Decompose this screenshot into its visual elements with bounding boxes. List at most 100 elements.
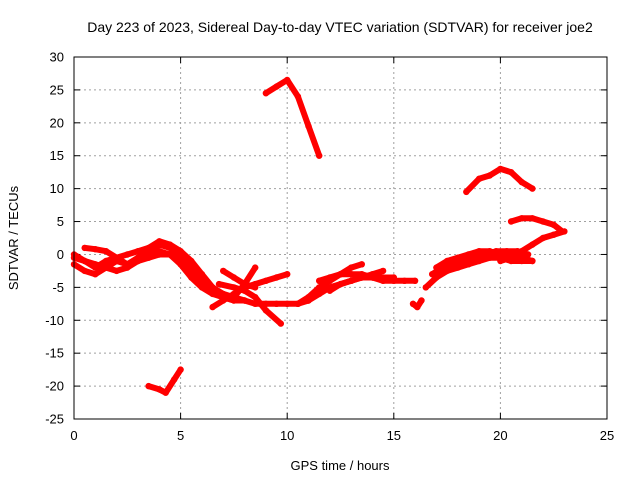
data-point bbox=[230, 274, 238, 281]
axis-ticks: 0 5 10 15 20 25 -25 -20 -15 -10 -5 0 5 10 15 20 25 30 bbox=[45, 50, 614, 444]
data-point bbox=[177, 366, 184, 373]
series-line-arc19 bbox=[262, 77, 323, 159]
data-point bbox=[113, 254, 120, 261]
data-point bbox=[102, 257, 110, 265]
y-tick-label: -15 bbox=[45, 346, 64, 361]
data-point bbox=[166, 251, 174, 258]
data-point bbox=[252, 284, 259, 291]
data-point bbox=[529, 257, 536, 265]
data-point bbox=[209, 287, 216, 294]
data-point bbox=[294, 300, 302, 307]
data-point bbox=[124, 251, 131, 258]
y-tick-label: -5 bbox=[52, 280, 64, 295]
data-point bbox=[145, 244, 152, 252]
data-point bbox=[102, 248, 110, 255]
data-point bbox=[273, 274, 280, 281]
series-line-arc3 bbox=[71, 251, 237, 304]
data-point bbox=[198, 277, 206, 284]
data-point bbox=[294, 93, 302, 100]
y-tick-label: 20 bbox=[50, 115, 64, 130]
data-point bbox=[550, 221, 557, 228]
data-point bbox=[326, 287, 333, 294]
data-point bbox=[177, 257, 184, 265]
data-point bbox=[316, 152, 323, 159]
data-point bbox=[177, 248, 184, 255]
series-points-arc19 bbox=[262, 76, 323, 159]
data-point bbox=[220, 297, 227, 304]
data-point bbox=[273, 83, 280, 90]
x-tick-label: 5 bbox=[177, 428, 184, 443]
data-point bbox=[422, 284, 429, 291]
data-point bbox=[284, 271, 291, 278]
data-point bbox=[518, 215, 525, 222]
data-point bbox=[486, 248, 493, 255]
data-point bbox=[475, 248, 483, 255]
data-point bbox=[429, 271, 436, 278]
data-point bbox=[348, 277, 355, 284]
data-point bbox=[305, 294, 312, 301]
data-point bbox=[518, 248, 525, 255]
data-point bbox=[166, 241, 174, 248]
data-point bbox=[507, 169, 515, 176]
x-tick-label: 10 bbox=[280, 428, 294, 443]
data-point bbox=[529, 185, 536, 192]
data-point bbox=[529, 241, 536, 248]
data-point bbox=[454, 254, 461, 261]
data-point bbox=[156, 386, 163, 393]
data-point bbox=[209, 303, 216, 311]
data-point bbox=[262, 90, 270, 97]
data-point bbox=[316, 284, 323, 291]
data-point bbox=[92, 261, 99, 268]
data-point bbox=[277, 320, 284, 327]
series-points-arc5 bbox=[209, 271, 291, 311]
series-points-arc4 bbox=[81, 244, 227, 301]
data-point bbox=[81, 257, 88, 265]
series-points-arc8 bbox=[230, 264, 259, 301]
data-point bbox=[156, 248, 163, 255]
data-point bbox=[369, 271, 376, 278]
data-point bbox=[124, 261, 131, 268]
series-points-arc12 bbox=[326, 267, 387, 294]
data-point bbox=[539, 234, 547, 242]
data-point bbox=[162, 389, 169, 396]
data-point bbox=[414, 303, 421, 311]
data-point bbox=[337, 271, 344, 278]
data-point bbox=[486, 172, 493, 179]
series-points-arc16 bbox=[433, 248, 536, 271]
y-tick-label: -25 bbox=[45, 412, 64, 427]
data-point bbox=[326, 277, 333, 284]
data-point bbox=[252, 264, 259, 271]
data-point bbox=[401, 277, 408, 284]
data-point bbox=[252, 294, 259, 301]
series-points-arc20 bbox=[463, 165, 536, 196]
data-point bbox=[188, 257, 195, 265]
data-point bbox=[134, 257, 142, 265]
series-points-arc13 bbox=[409, 297, 425, 311]
data-point bbox=[134, 248, 142, 255]
data-point bbox=[418, 297, 425, 304]
data-point bbox=[92, 246, 99, 253]
grid bbox=[74, 57, 607, 419]
x-tick-label: 25 bbox=[600, 428, 614, 443]
data-point bbox=[171, 376, 178, 383]
data-point bbox=[145, 382, 152, 390]
y-tick-label: 30 bbox=[50, 50, 64, 65]
data-point bbox=[305, 122, 312, 130]
data-point bbox=[433, 264, 440, 271]
data-point bbox=[475, 175, 483, 182]
data-point bbox=[411, 277, 419, 284]
data-series bbox=[70, 76, 568, 396]
data-point bbox=[379, 267, 387, 275]
y-tick-label: 15 bbox=[50, 148, 64, 163]
data-point bbox=[518, 178, 525, 186]
data-point bbox=[550, 231, 557, 238]
x-tick-label: 0 bbox=[70, 428, 77, 443]
data-point bbox=[316, 277, 323, 284]
data-point bbox=[262, 307, 270, 314]
data-point bbox=[507, 254, 515, 261]
y-tick-label: 5 bbox=[57, 214, 64, 229]
series-line-arc15 bbox=[429, 248, 532, 278]
data-point bbox=[262, 277, 270, 284]
data-point bbox=[241, 280, 248, 288]
y-axis-label: SDTVAR / TECUs bbox=[6, 185, 21, 290]
